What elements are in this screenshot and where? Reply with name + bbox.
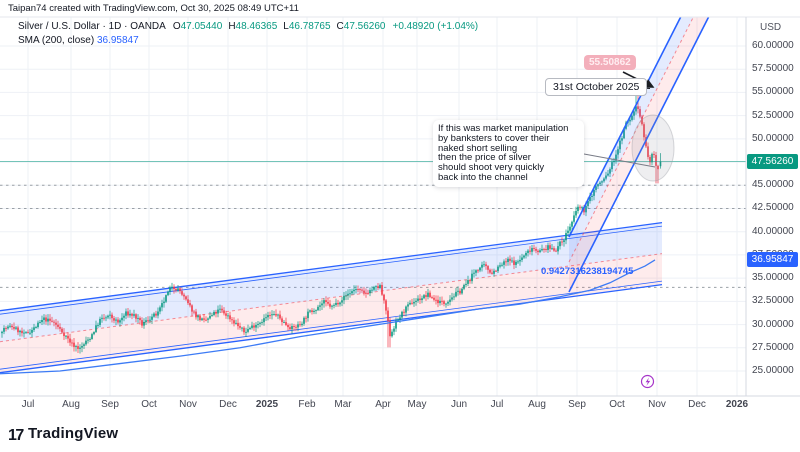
time-tick-label: Feb (298, 399, 316, 410)
sma-200-line (0, 259, 656, 375)
target-price-label-drawing[interactable]: 55.50862 (584, 55, 636, 70)
svg-text:17: 17 (8, 427, 24, 444)
price-tick-label: 50.00000 (752, 132, 794, 144)
tradingview-wordmark[interactable]: TradingView (28, 425, 119, 442)
time-tick-label: May (407, 399, 427, 410)
sma-label: SMA (200, close) (18, 35, 95, 46)
price-tick-label: 32.50000 (752, 295, 794, 307)
candlestick-series (1, 92, 662, 354)
time-tick-label: Aug (62, 399, 80, 410)
price-tick-label: 57.50000 (752, 63, 794, 75)
price-tick-label: 45.00000 (752, 179, 794, 191)
symbol-legend-row[interactable]: Silver / U.S. Dollar · 1D · OANDA O47.05… (18, 21, 478, 32)
price-tick-label: 60.00000 (752, 40, 794, 51)
time-tick-label: Sep (101, 399, 119, 410)
sma-price-badge: 36.95847 (747, 252, 798, 268)
highlight-ellipse-drawing[interactable] (631, 114, 675, 182)
price-tick-label: 40.00000 (752, 225, 794, 237)
sma-value: 36.95847 (96, 35, 139, 46)
time-tick-label: Apr (375, 399, 391, 410)
fib-ratio-value: 0.9427316238194745 (541, 266, 634, 277)
steep-parallel-channel-drawing[interactable] (568, 17, 710, 293)
date-callout-drawing[interactable]: 31st October 2025 (545, 78, 648, 96)
time-tick-label: Jun (450, 399, 468, 410)
symbol-title: Silver / U.S. Dollar · 1D · OANDA (18, 21, 166, 32)
price-tick-label: 30.00000 (752, 318, 794, 330)
long-parallel-channel-drawing[interactable] (0, 222, 663, 374)
event-lightning-icon[interactable] (640, 374, 655, 389)
time-tick-label: Oct (609, 399, 625, 410)
time-tick-label: Jul (490, 399, 504, 410)
price-tick-label: 35.00000 (752, 272, 794, 284)
time-tick-label: Sep (568, 399, 586, 410)
note-text-drawing[interactable]: If this was market manipulation by banks… (433, 120, 584, 187)
time-tick-label: Nov (179, 399, 197, 410)
attribution-text: Taipan74 created with TradingView.com, O… (8, 3, 299, 14)
grid-lines (0, 17, 746, 396)
price-tick-label: 52.50000 (752, 109, 794, 121)
time-tick-label: 2026 (725, 399, 749, 410)
time-tick-label: Jul (21, 399, 35, 410)
price-tick-label: 55.00000 (752, 86, 794, 98)
time-tick-label: Mar (334, 399, 352, 410)
time-tick-label: 2025 (255, 399, 279, 410)
note-connector-line (572, 151, 656, 168)
price-tick-label: 27.50000 (752, 341, 794, 353)
price-tick-label: 42.50000 (752, 202, 794, 214)
time-tick-label: Nov (648, 399, 666, 410)
sma-legend-row[interactable]: SMA (200, close) 36.95847 (18, 35, 139, 46)
ohlc-values: O47.05440 H48.46365 L46.78765 C47.56260 (172, 21, 386, 32)
time-tick-label: Dec (219, 399, 237, 410)
time-tick-label: Oct (141, 399, 157, 410)
time-tick-label: Aug (528, 399, 546, 410)
current-price-badge: 47.56260 (747, 153, 798, 169)
horizontal-dashed-levels[interactable] (0, 184, 746, 288)
tradingview-logo-icon[interactable]: 17 (8, 427, 26, 444)
axis-currency-label: USD (760, 22, 782, 33)
price-tick-label: 25.00000 (752, 364, 794, 376)
change-value: +0.48920 (+1.04%) (392, 21, 479, 32)
time-tick-label: Dec (688, 399, 706, 410)
